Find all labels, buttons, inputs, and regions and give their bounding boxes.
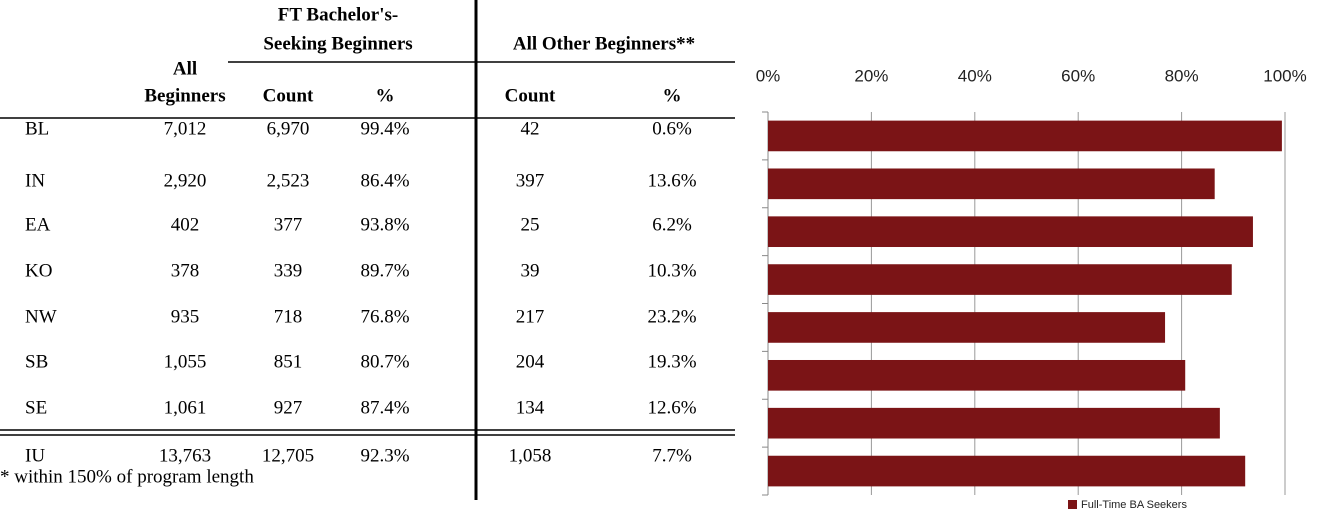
cell: 92.3% xyxy=(360,445,409,466)
cell: 851 xyxy=(274,351,303,372)
header: Count xyxy=(505,85,556,106)
header: Seeking Beginners xyxy=(263,33,412,54)
cell: 7,012 xyxy=(164,118,207,139)
legend-label: Full-Time BA Seekers xyxy=(1081,499,1187,511)
cell: 1,061 xyxy=(164,397,207,418)
cell: 6.2% xyxy=(652,214,692,235)
cell: 1,055 xyxy=(164,351,207,372)
cell: 23.2% xyxy=(647,306,696,327)
cell: 1,058 xyxy=(509,445,552,466)
cell: 12.6% xyxy=(647,397,696,418)
header: % xyxy=(663,85,682,106)
bar xyxy=(768,168,1215,200)
cell: 377 xyxy=(274,214,303,235)
cell: 12,705 xyxy=(262,445,314,466)
header: Beginners xyxy=(144,85,225,106)
cell: BL xyxy=(25,118,49,139)
cell: 80.7% xyxy=(360,351,409,372)
cell: 204 xyxy=(516,351,545,372)
bar xyxy=(768,216,1253,248)
cell: 76.8% xyxy=(360,306,409,327)
cell: 93.8% xyxy=(360,214,409,235)
header: % xyxy=(376,85,395,106)
cell: NW xyxy=(25,306,57,327)
cell: 2,523 xyxy=(267,170,310,191)
cell: 134 xyxy=(516,397,545,418)
cell: 42 xyxy=(521,118,540,139)
x-tick-label: 40% xyxy=(958,66,992,85)
cell: 19.3% xyxy=(647,351,696,372)
header: Count xyxy=(263,85,314,106)
cell: 0.6% xyxy=(652,118,692,139)
x-tick-label: 0% xyxy=(756,66,781,85)
cell: KO xyxy=(25,260,52,281)
x-tick-label: 100% xyxy=(1263,66,1306,85)
cell: 89.7% xyxy=(360,260,409,281)
cell: SE xyxy=(25,397,47,418)
cell: 39 xyxy=(521,260,540,281)
cell: 6,970 xyxy=(267,118,310,139)
cell: 10.3% xyxy=(647,260,696,281)
legend-swatch xyxy=(1068,500,1077,509)
cell: 339 xyxy=(274,260,303,281)
cell: 217 xyxy=(516,306,545,327)
header: All xyxy=(173,58,197,79)
bar xyxy=(768,312,1166,343)
cell: 25 xyxy=(521,214,540,235)
cell: 397 xyxy=(516,170,545,191)
cell: 2,920 xyxy=(164,170,207,191)
cell: 7.7% xyxy=(652,445,692,466)
cell: IN xyxy=(25,170,45,191)
cell: SB xyxy=(25,351,48,372)
cell: 99.4% xyxy=(360,118,409,139)
bar xyxy=(768,264,1232,295)
cell: 87.4% xyxy=(360,397,409,418)
header: All Other Beginners** xyxy=(513,33,695,54)
cell: 927 xyxy=(274,397,303,418)
cell: 402 xyxy=(171,214,200,235)
cell: 935 xyxy=(171,306,200,327)
cell: 13.6% xyxy=(647,170,696,191)
x-tick-label: 20% xyxy=(854,66,888,85)
cell: 718 xyxy=(274,306,303,327)
x-tick-label: 60% xyxy=(1061,66,1095,85)
bar xyxy=(768,120,1282,152)
cell: EA xyxy=(25,214,51,235)
cell: IU xyxy=(25,445,45,466)
x-tick-label: 80% xyxy=(1165,66,1199,85)
note: * within 150% of program length xyxy=(0,466,254,487)
bar xyxy=(768,407,1220,439)
cell: 378 xyxy=(171,260,200,281)
cell: 13,763 xyxy=(159,445,211,466)
bar xyxy=(768,359,1186,391)
cell: 86.4% xyxy=(360,170,409,191)
header: FT Bachelor's- xyxy=(278,4,399,25)
bar xyxy=(768,455,1246,487)
